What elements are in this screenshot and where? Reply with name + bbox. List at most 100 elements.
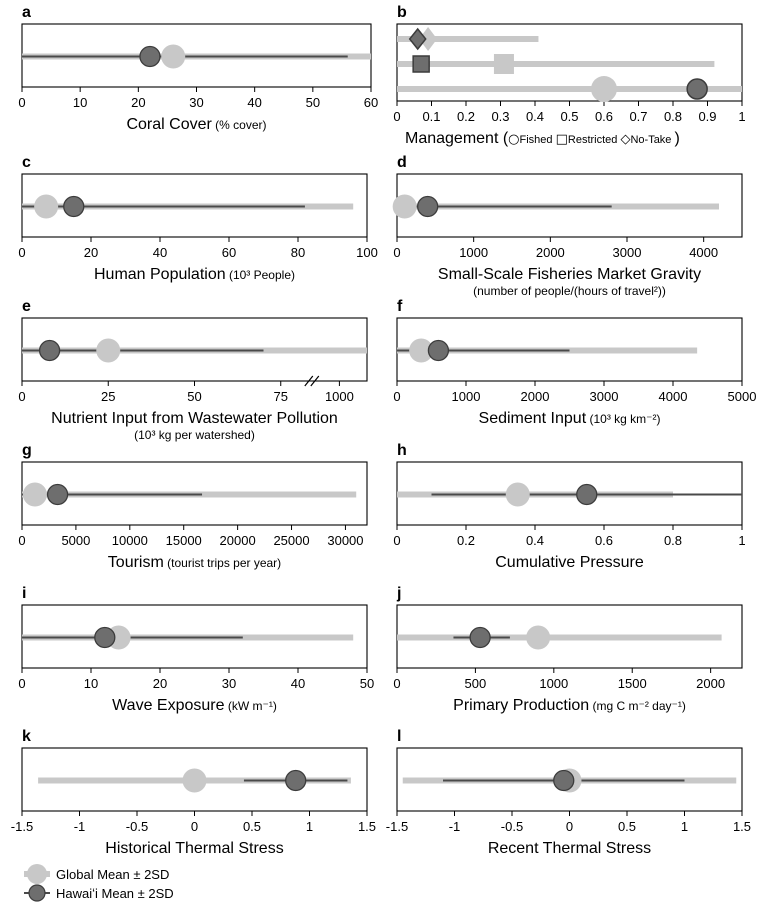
x-tick-label: 40 — [247, 95, 261, 110]
hawaii-mean-marker — [417, 195, 439, 218]
x-tick-label: 0.8 — [664, 109, 682, 124]
hawaii-mean-marker — [38, 339, 61, 362]
x-tick-label: 25 — [101, 389, 115, 404]
x-axis-label-main: Wave Exposure — [112, 697, 224, 714]
x-tick-label: 1 — [738, 109, 745, 124]
x-tick-label: 4000 — [659, 389, 688, 404]
panel-letter: g — [22, 442, 32, 459]
x-tick-label: 40 — [291, 676, 305, 691]
panel-h: h 0 0.2 0.4 0.6 0.8 1 Cumulative Pressure — [393, 442, 745, 571]
x-tick-label: 1000 — [452, 389, 481, 404]
x-axis-label-main: Primary Production — [453, 697, 589, 714]
panel-d: d 0 1000 2000 3000 4000 Small-Scale Fisheries … — [392, 154, 743, 298]
panel-g: g 0 5000 10000 15000 20000 25000 30000 Tourism (… — [18, 442, 368, 571]
x-tick-label: 0.9 — [698, 109, 716, 124]
x-tick-label: 0 — [566, 819, 573, 834]
hawaii-mean-marker — [686, 78, 708, 100]
panel-k: k -1.5 -1 -0.5 0 0.5 1 1.5 Historical Thermal St… — [11, 728, 376, 857]
x-tick-label: 0.4 — [526, 533, 544, 548]
panel-letter: j — [396, 585, 401, 602]
x-tick-label: 50 — [306, 95, 320, 110]
management-legend-item: Fished — [520, 134, 556, 146]
x-tick-label: 1000 — [539, 676, 568, 691]
x-tick-label: 4000 — [689, 245, 718, 260]
x-axis-label: Primary Production (mg C m⁻² day⁻¹) — [453, 697, 686, 714]
x-tick-label: 2000 — [696, 676, 725, 691]
x-tick-label: 0.8 — [664, 533, 682, 548]
x-tick-label: 1500 — [618, 676, 647, 691]
x-tick-label: 0.3 — [491, 109, 509, 124]
x-tick-label: 30 — [222, 676, 236, 691]
hawaii-mean-marker — [63, 195, 85, 218]
global-mean-marker — [591, 76, 617, 102]
x-tick-label: 0.6 — [595, 533, 613, 548]
x-tick-label: -1 — [449, 819, 461, 834]
x-tick-label: 500 — [465, 676, 487, 691]
global-mean-marker — [419, 27, 438, 51]
x-axis-label: Human Population (10³ People) — [94, 266, 295, 283]
x-tick-label: 0.2 — [457, 109, 475, 124]
management-legend-item: Restricted — [568, 134, 621, 146]
panel-letter: b — [397, 4, 407, 21]
x-axis-label-unit: (kW m⁻¹) — [225, 699, 277, 713]
management-legend-item: No-Take — [630, 134, 674, 146]
x-tick-label: -1.5 — [11, 819, 33, 834]
x-tick-label: 0.1 — [422, 109, 440, 124]
x-axis-label-main: Tourism — [108, 554, 164, 571]
x-axis-label-main: Coral Cover — [126, 116, 212, 133]
x-axis-label-main: Sediment Input — [479, 410, 587, 427]
global-mean-marker — [182, 768, 207, 793]
panel-letter: a — [22, 4, 31, 21]
panel-a: a 0 10 20 30 40 50 60 Coral Cover (% cover) — [18, 4, 378, 133]
paren-close: ) — [675, 130, 680, 147]
x-axis-label-main: Small-Scale Fisheries Market Gravity — [438, 266, 701, 283]
x-tick-label: 20000 — [220, 533, 256, 548]
x-tick-label: 30000 — [327, 533, 363, 548]
x-tick-label: 20 — [153, 676, 167, 691]
axis-break-mark — [304, 375, 314, 387]
x-axis-label: Wave Exposure (kW m⁻¹) — [112, 697, 277, 714]
x-axis-label: Historical Thermal Stress — [105, 840, 283, 857]
x-axis-label-main: Cumulative Pressure — [495, 554, 644, 571]
x-tick-label: 20 — [84, 245, 98, 260]
x-tick-label: 0.5 — [560, 109, 578, 124]
global-mean-marker — [34, 194, 59, 219]
x-axis-label: Coral Cover (% cover) — [126, 116, 266, 133]
x-axis-label: Nutrient Input from Wastewater Pollution — [51, 410, 338, 427]
x-tick-label: 25000 — [273, 533, 309, 548]
x-tick-label: 0.5 — [243, 819, 261, 834]
x-tick-label: 10 — [84, 676, 98, 691]
panel-letter: l — [397, 728, 401, 745]
x-axis-label-main: Recent Thermal Stress — [488, 840, 651, 857]
x-tick-label: 15000 — [166, 533, 202, 548]
x-tick-label: 10 — [73, 95, 87, 110]
x-tick-label: 0 — [393, 676, 400, 691]
x-tick-label: 0 — [18, 389, 25, 404]
x-tick-label: 2000 — [521, 389, 550, 404]
panel-letter: e — [22, 298, 31, 315]
hawaii-mean-marker — [139, 45, 161, 68]
x-axis-label-main: Management — [405, 130, 499, 147]
panel-c: c 0 20 40 60 80 100 Human Population (10³ Peopl… — [18, 154, 377, 283]
x-tick-label: 0.7 — [629, 109, 647, 124]
x-tick-label: 0 — [393, 533, 400, 548]
x-tick-label: 1 — [681, 819, 688, 834]
x-axis-label: Small-Scale Fisheries Market Gravity — [438, 266, 701, 283]
x-axis-label: Cumulative Pressure — [495, 554, 644, 571]
hawaii-mean-marker — [46, 483, 69, 506]
x-axis-label-unit: (tourist trips per year) — [164, 556, 281, 570]
legend-global-text: Global Mean ± 2SD — [56, 867, 169, 882]
legend-global-marker — [27, 864, 47, 884]
global-mean-marker — [96, 338, 121, 363]
x-axis-label: Management (○Fished □Restricted ◇No-Take… — [405, 130, 680, 147]
x-tick-label: 0 — [18, 533, 25, 548]
panel-i: i 0 10 20 30 40 50 Wave Exposure (kW m⁻¹) — [18, 585, 374, 714]
x-tick-label: 1.5 — [733, 819, 751, 834]
x-tick-label: 75 — [274, 389, 288, 404]
x-tick-label: 0 — [18, 95, 25, 110]
x-axis-label: Tourism (tourist trips per year) — [108, 554, 281, 571]
x-tick-label: 1.5 — [358, 819, 376, 834]
global-mean-marker — [22, 482, 47, 507]
hawaii-mean-marker — [412, 55, 430, 73]
x-tick-label: 0 — [393, 389, 400, 404]
